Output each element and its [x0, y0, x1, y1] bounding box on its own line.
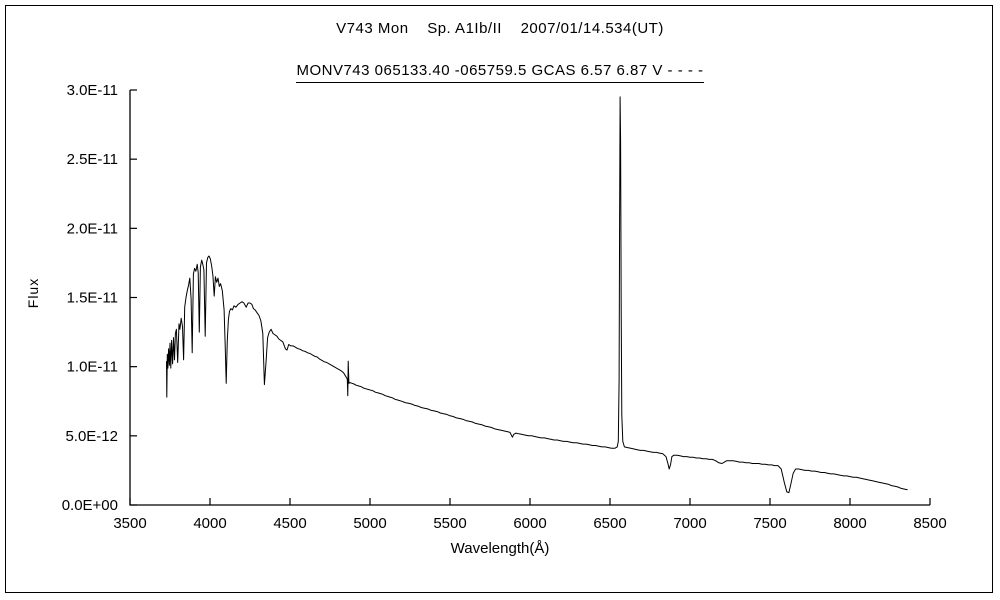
- y-axis-label: Flux: [25, 277, 42, 309]
- y-tick-label: 0.0E+00: [62, 497, 118, 514]
- spectrum-line: [166, 96, 908, 494]
- x-tick-label: 6000: [513, 515, 546, 532]
- x-tick-label: 7000: [673, 515, 706, 532]
- y-tick-label: 2.0E-11: [67, 220, 118, 237]
- y-tick-label: 2.5E-11: [67, 151, 118, 168]
- y-tick-label: 1.5E-11: [67, 290, 118, 307]
- x-tick-label: 6500: [593, 515, 626, 532]
- x-tick-label: 4500: [273, 515, 306, 532]
- chart-title: V743 Mon Sp. A1Ib/II 2007/01/14.534(UT): [336, 20, 664, 37]
- axes: [129, 90, 930, 506]
- chart-header: V743 Mon Sp. A1Ib/II 2007/01/14.534(UT) …: [0, 20, 1000, 83]
- x-tick-label: 7500: [753, 515, 786, 532]
- x-tick-label: 4000: [193, 515, 226, 532]
- x-axis-label: Wavelength(Å): [450, 540, 550, 557]
- x-tick-label: 5000: [353, 515, 386, 532]
- x-tick-label: 8500: [913, 515, 946, 532]
- chart-frame: [5, 5, 993, 593]
- x-tick-label: 8000: [833, 515, 866, 532]
- y-tick-label: 3.0E-11: [67, 82, 118, 99]
- y-tick-label: 5.0E-12: [65, 428, 118, 445]
- x-tick-label: 5500: [433, 515, 466, 532]
- x-tick-label: 3500: [113, 515, 146, 532]
- chart-subtitle: MONV743 065133.40 -065759.5 GCAS 6.57 6.…: [296, 62, 704, 83]
- y-tick-label: 1.0E-11: [67, 359, 118, 376]
